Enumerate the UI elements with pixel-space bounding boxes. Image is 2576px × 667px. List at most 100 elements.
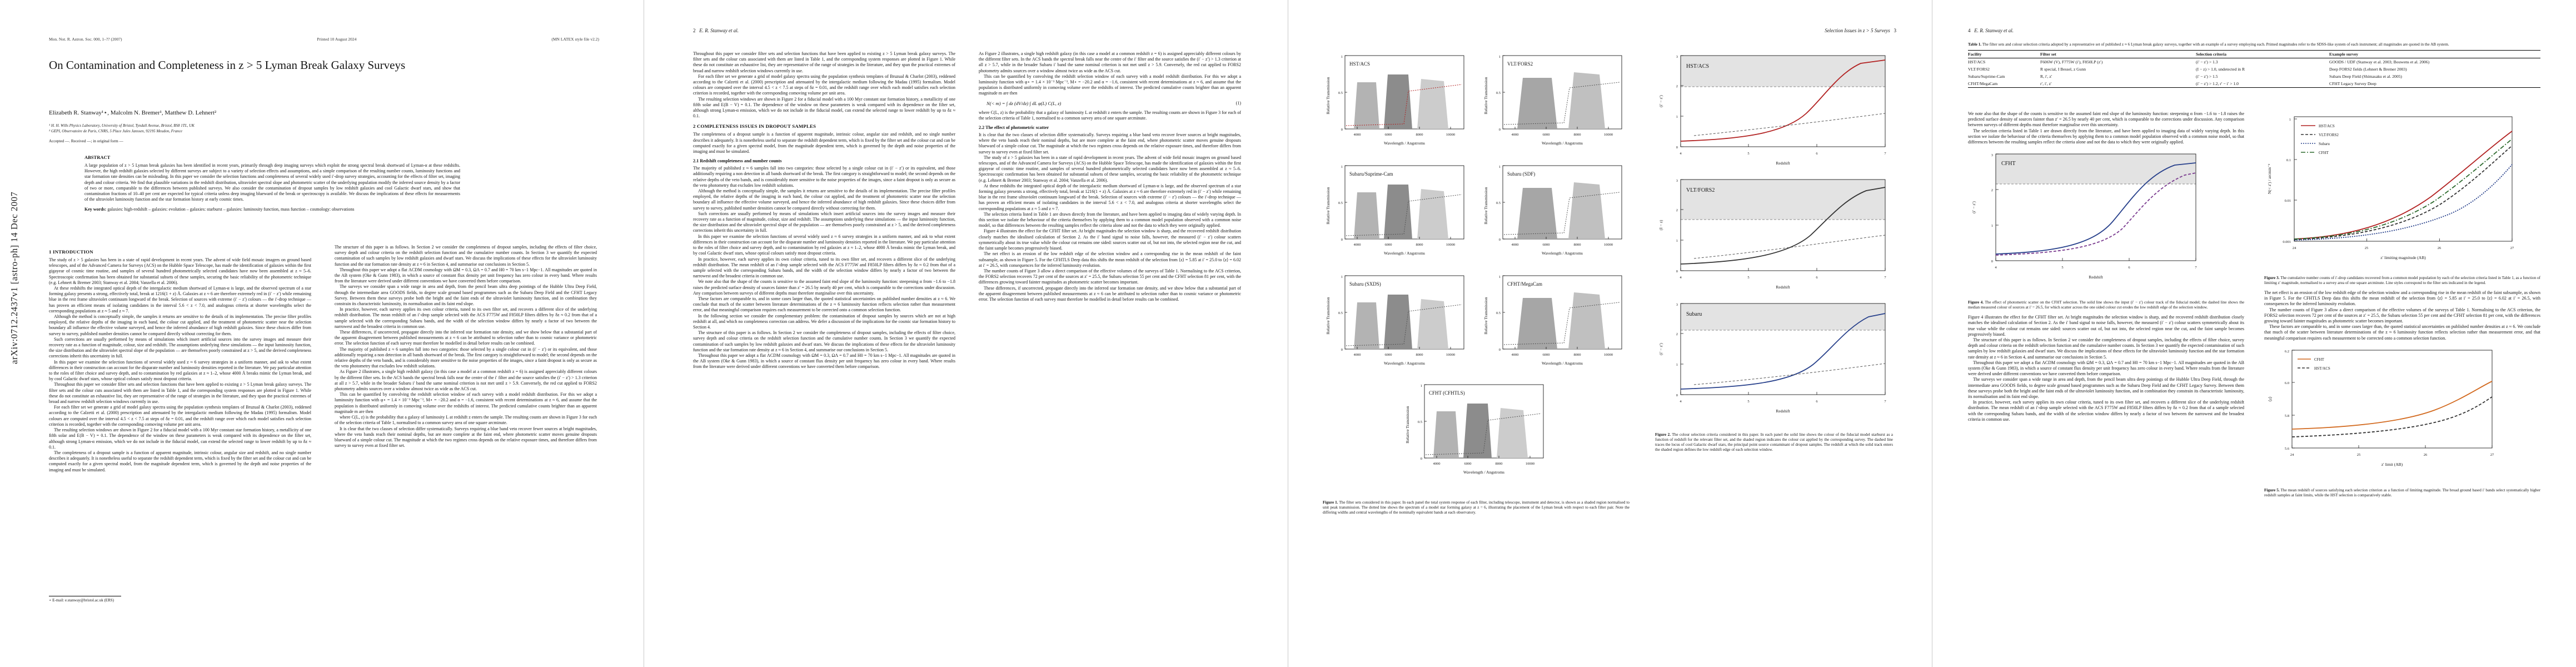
- y-axis-label: Relative Transmission: [1483, 297, 1488, 334]
- plot-frame: [1995, 153, 2196, 261]
- dwarf-star-locus: [1693, 113, 1886, 136]
- y-axis-label: Relative Transmission: [1405, 406, 1410, 443]
- y-tick-label: 1: [1676, 115, 1678, 119]
- y-tick-label: 2: [1676, 208, 1678, 212]
- body-paragraph: The net effect is an erosion of the low …: [979, 251, 1241, 268]
- filter-response-shape: [1417, 299, 1448, 349]
- y-axis-label: (i′ − z′): [1658, 95, 1663, 107]
- panel-label: Subaru/Suprime-Cam: [1349, 171, 1393, 177]
- filter-response-shape: [1417, 79, 1448, 129]
- body-paragraph: At these redshifts the integrated optica…: [979, 183, 1241, 211]
- filter-response-shape: [1384, 185, 1412, 239]
- selection-region: [1681, 56, 1885, 87]
- x-tick-label: 7: [1884, 276, 1886, 280]
- body-paragraph: The resulting selection windows are show…: [693, 96, 955, 119]
- x-tick-label: 10000: [1604, 133, 1613, 137]
- figure-1-caption-text: The filter sets considered in this paper…: [1323, 500, 1630, 515]
- x-tick-label: 8000: [1416, 243, 1423, 247]
- filter-response-shape: [1568, 72, 1605, 129]
- body-paragraph: Throughout this paper we adopt a flat ΛC…: [1968, 360, 2244, 377]
- axis-ticks: [1345, 55, 1451, 130]
- y-tick-label: 0.5: [1496, 201, 1501, 205]
- x-tick-label: 6000: [1543, 243, 1550, 247]
- page-number: 3: [1894, 28, 1897, 33]
- axis-ticks: [1680, 303, 1886, 395]
- y-tick-label: 1: [1341, 165, 1343, 169]
- y-tick-label: 0: [1341, 348, 1343, 352]
- y-axis-label: (I − z): [1658, 220, 1663, 230]
- page-3: Selection Issues in z > 5 Surveys 3 4000…: [1288, 0, 1932, 667]
- table-cell: R special, I Bessel, z Gunn: [2040, 67, 2086, 72]
- plot-frame: [1680, 55, 1886, 147]
- x-axis-label: Wavelength / Angstroms: [1542, 251, 1583, 256]
- body-paragraph: Although the method is conceptually simp…: [49, 314, 311, 336]
- table-cell: (i′ − z′) > 1.2, r′ − i′ > 1.0: [2196, 80, 2329, 88]
- y-axis-label: Relative Transmission: [1326, 297, 1331, 334]
- filter-response-shape: [1463, 404, 1492, 458]
- table-cell: HST/ACS: [1968, 59, 1986, 64]
- x-axis-label: Wavelength / Angstroms: [1384, 361, 1425, 366]
- x-axis-label: Wavelength / Angstroms: [1463, 470, 1504, 475]
- body-paragraph: At these redshifts the integrated optica…: [49, 286, 311, 313]
- x-tick-label: 4000: [1354, 353, 1361, 357]
- column-left: 1 INTRODUCTION The study of z > 5 galaxi…: [49, 245, 311, 473]
- x-tick-label: 10000: [1446, 353, 1455, 357]
- selection-region: [1681, 303, 1885, 330]
- plot-frame: [1680, 303, 1886, 395]
- panel-label: Subaru (SDF): [1507, 171, 1535, 177]
- y-axis-label: ⟨z⟩: [2268, 396, 2273, 401]
- figure-5-caption-label: Figure 5.: [2264, 487, 2280, 492]
- table-1: Facility Filter set Selection criteria E…: [1968, 50, 2540, 88]
- table-cell: GOODS / UDF (Stanway et al. 2003; Bouwen…: [2329, 59, 2430, 64]
- body-paragraph: Throughout this paper we consider filter…: [49, 382, 311, 405]
- x-tick-label: 7: [1884, 152, 1886, 156]
- body-paragraph: These factors are comparable to, and in …: [693, 296, 955, 313]
- filter-response-shape: [1433, 411, 1459, 458]
- colour-panel-fors2: 4 5 6 7 0 1 2 3 Redshift (I − z) VLT/FOR…: [1658, 179, 1886, 290]
- x-axis-label: Wavelength / Angstroms: [1384, 141, 1425, 146]
- x-tick-label: 4: [1680, 276, 1682, 280]
- body-paragraph: It is clear that the two classes of sele…: [979, 132, 1241, 155]
- mean-redshift-curve-cfht: [2291, 381, 2493, 430]
- filter-panel-acs: 4000 6000 8000 10000 0 0.5 1 Wavelength …: [1326, 55, 1464, 146]
- abstract-text: A large population of z > 5 Lyman break …: [84, 163, 460, 202]
- galaxy-spectrum-line: [1346, 84, 1462, 126]
- x-tick-label: 8000: [1416, 353, 1423, 357]
- paper-title: On Contamination and Completeness in z >…: [49, 58, 406, 72]
- body-paragraph: Throughout this paper we adopt a flat ΛC…: [693, 352, 955, 370]
- panel-label: HST/ACS: [1686, 63, 1709, 69]
- legend-entry: Subaru: [2319, 142, 2330, 146]
- body-paragraph: In this paper we examine the selection f…: [49, 359, 312, 382]
- axis-ticks: [1503, 165, 1609, 240]
- y-tick-label: 3: [1676, 55, 1678, 59]
- y-tick-label: 6.0: [2285, 381, 2289, 385]
- panel-label: CFHT: [2001, 161, 2016, 167]
- axis-ticks: [1503, 55, 1609, 130]
- y-tick-label: 1: [1676, 239, 1678, 243]
- x-tick-label: 4: [1995, 266, 1997, 270]
- table-cell: (i′ − z′) > 1.5: [2196, 74, 2218, 79]
- body-paragraph: The surveys we consider span a wide rang…: [335, 284, 597, 307]
- y-tick-label: 1: [1341, 275, 1343, 279]
- x-tick-label: 6: [1816, 400, 1818, 404]
- legend-entry: VLT/FORS2: [2319, 133, 2339, 137]
- running-head-authors: E. R. Stanway et al.: [1974, 28, 2014, 33]
- y-tick-label: 1: [1499, 55, 1501, 59]
- x-tick-label: 4000: [1354, 133, 1361, 137]
- body-paragraph: These differences, if uncorrected, propa…: [979, 285, 1241, 302]
- y-tick-label: 5.8: [2285, 414, 2289, 418]
- y-tick-label: 2: [1676, 332, 1678, 336]
- y-tick-label: 0.5: [1338, 91, 1343, 95]
- figure-4-plot: 4 5 6 7 0 1 2 3 Redshift (i′ − z′) CFHT: [1971, 153, 2197, 280]
- y-tick-label: 0: [1676, 146, 1678, 150]
- x-tick-label: 8000: [1416, 133, 1423, 137]
- column-header: Facility: [1968, 50, 2040, 58]
- panel-label: Subaru: [1686, 311, 1702, 317]
- y-tick-label: 0: [1499, 238, 1501, 242]
- x-tick-label: 25: [2357, 453, 2361, 457]
- table-row: VLT/FORS2 R special, I Bessel, z Gunn (I…: [1968, 66, 2540, 73]
- body-paragraph: For each filter set we generate a grid o…: [49, 405, 311, 427]
- page-1: arXiv:0712.2437v1 [astro-ph] 14 Dec 2007…: [0, 0, 644, 667]
- page-number: 2: [693, 28, 696, 33]
